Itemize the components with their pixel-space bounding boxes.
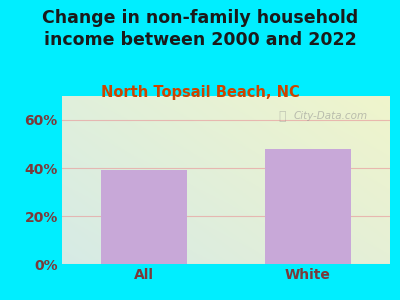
Text: City-Data.com: City-Data.com <box>294 111 368 121</box>
Text: ⓘ: ⓘ <box>278 110 286 123</box>
Bar <box>265 149 351 264</box>
Bar <box>101 170 187 264</box>
Text: North Topsail Beach, NC: North Topsail Beach, NC <box>101 85 299 100</box>
Text: Change in non-family household
income between 2000 and 2022: Change in non-family household income be… <box>42 9 358 49</box>
